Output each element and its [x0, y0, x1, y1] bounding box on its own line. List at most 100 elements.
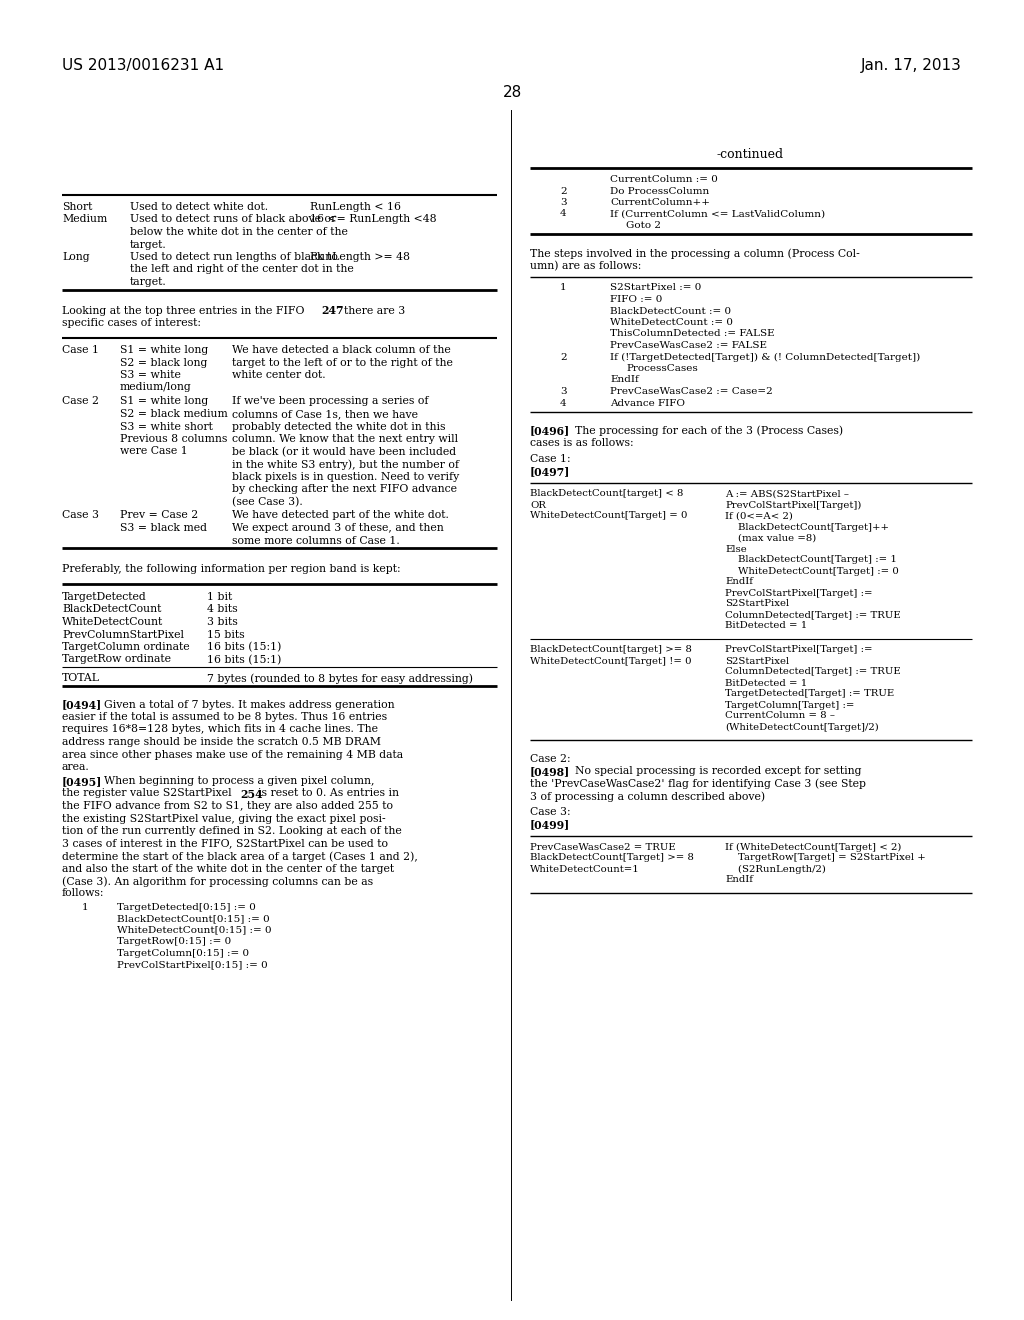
Text: Used to detect run lengths of black to: Used to detect run lengths of black to [130, 252, 338, 261]
Text: CurrentColumn = 8 –: CurrentColumn = 8 – [725, 711, 835, 721]
Text: 1: 1 [82, 903, 89, 912]
Text: -continued: -continued [717, 148, 783, 161]
Text: TargetRow[Target] = S2StartPixel +: TargetRow[Target] = S2StartPixel + [725, 854, 926, 862]
Text: BitDetected = 1: BitDetected = 1 [725, 678, 807, 688]
Text: S3 = white: S3 = white [120, 370, 181, 380]
Text: S1 = white long: S1 = white long [120, 396, 208, 407]
Text: below the white dot in the center of the: below the white dot in the center of the [130, 227, 348, 238]
Text: BlackDetectCount[Target] >= 8: BlackDetectCount[Target] >= 8 [530, 854, 694, 862]
Text: white center dot.: white center dot. [232, 370, 326, 380]
Text: Looking at the top three entries in the FIFO: Looking at the top three entries in the … [62, 305, 304, 315]
Text: TargetRow ordinate: TargetRow ordinate [62, 655, 171, 664]
Text: area since other phases make use of the remaining 4 MB data: area since other phases make use of the … [62, 750, 403, 759]
Text: 3: 3 [560, 387, 566, 396]
Text: cases is as follows:: cases is as follows: [530, 438, 634, 447]
Text: FIFO := 0: FIFO := 0 [610, 294, 663, 304]
Text: BlackDetectCount[0:15] := 0: BlackDetectCount[0:15] := 0 [117, 913, 269, 923]
Text: ProcessCases: ProcessCases [626, 364, 697, 374]
Text: PrevColStartPixel[Target] :=: PrevColStartPixel[Target] := [725, 589, 872, 598]
Text: specific cases of interest:: specific cases of interest: [62, 318, 201, 327]
Text: S2 = black medium: S2 = black medium [120, 409, 227, 418]
Text: We expect around 3 of these, and then: We expect around 3 of these, and then [232, 523, 443, 533]
Text: medium/long: medium/long [120, 383, 191, 392]
Text: S2StartPixel := 0: S2StartPixel := 0 [610, 284, 701, 293]
Text: probably detected the white dot in this: probably detected the white dot in this [232, 421, 445, 432]
Text: Long: Long [62, 252, 90, 261]
Text: Case 3: Case 3 [62, 511, 99, 520]
Text: follows:: follows: [62, 888, 104, 899]
Text: were Case 1: were Case 1 [120, 446, 187, 457]
Text: (S2RunLength/2): (S2RunLength/2) [725, 865, 826, 874]
Text: Jan. 17, 2013: Jan. 17, 2013 [861, 58, 962, 73]
Text: [0497]: [0497] [530, 466, 570, 478]
Text: PrevColStartPixel[Target] :=: PrevColStartPixel[Target] := [725, 645, 872, 655]
Text: [0496]: [0496] [530, 425, 570, 437]
Text: area.: area. [62, 762, 90, 772]
Text: 16 bits (15:1): 16 bits (15:1) [207, 655, 282, 665]
Text: WhiteDetectCount[Target] != 0: WhiteDetectCount[Target] != 0 [530, 656, 691, 665]
Text: If (WhiteDetectCount[Target] < 2): If (WhiteDetectCount[Target] < 2) [725, 842, 901, 851]
Text: BlackDetectCount[target] < 8: BlackDetectCount[target] < 8 [530, 490, 683, 499]
Text: the register value S2StartPixel: the register value S2StartPixel [62, 788, 231, 799]
Text: 7 bytes (rounded to 8 bytes for easy addressing): 7 bytes (rounded to 8 bytes for easy add… [207, 673, 473, 684]
Text: target.: target. [130, 277, 167, 286]
Text: 3 bits: 3 bits [207, 616, 238, 627]
Text: PrevColStartPixel[Target]): PrevColStartPixel[Target]) [725, 500, 861, 510]
Text: Used to detect white dot.: Used to detect white dot. [130, 202, 268, 213]
Text: S1 = white long: S1 = white long [120, 345, 208, 355]
Text: the left and right of the center dot in the: the left and right of the center dot in … [130, 264, 353, 275]
Text: by checking after the next FIFO advance: by checking after the next FIFO advance [232, 484, 457, 494]
Text: TargetDetected: TargetDetected [62, 591, 146, 602]
Text: If we've been processing a series of: If we've been processing a series of [232, 396, 428, 407]
Text: We have detected a black column of the: We have detected a black column of the [232, 345, 451, 355]
Text: S2 = black long: S2 = black long [120, 358, 208, 367]
Text: PrevCaseWasCase2 = TRUE: PrevCaseWasCase2 = TRUE [530, 842, 676, 851]
Text: Case 1: Case 1 [62, 345, 99, 355]
Text: Preferably, the following information per region band is kept:: Preferably, the following information pe… [62, 564, 400, 574]
Text: PrevColStartPixel[0:15] := 0: PrevColStartPixel[0:15] := 0 [117, 960, 267, 969]
Text: determine the start of the black area of a target (Cases 1 and 2),: determine the start of the black area of… [62, 851, 418, 862]
Text: Used to detect runs of black above or: Used to detect runs of black above or [130, 214, 336, 224]
Text: 3 cases of interest in the FIFO, S2StartPixel can be used to: 3 cases of interest in the FIFO, S2Start… [62, 838, 388, 849]
Text: Case 3:: Case 3: [530, 807, 570, 817]
Text: WhiteDetectCount := 0: WhiteDetectCount := 0 [610, 318, 733, 327]
Text: Prev = Case 2: Prev = Case 2 [120, 511, 199, 520]
Text: ColumnDetected[Target] := TRUE: ColumnDetected[Target] := TRUE [725, 610, 901, 619]
Text: 2: 2 [560, 186, 566, 195]
Text: column. We know that the next entry will: column. We know that the next entry will [232, 434, 458, 444]
Text: there are 3: there are 3 [344, 305, 406, 315]
Text: be black (or it would have been included: be black (or it would have been included [232, 446, 456, 457]
Text: TargetColumn[0:15] := 0: TargetColumn[0:15] := 0 [117, 949, 249, 957]
Text: Advance FIFO: Advance FIFO [610, 399, 685, 408]
Text: ThisColumnDetected := FALSE: ThisColumnDetected := FALSE [610, 330, 774, 338]
Text: 3: 3 [560, 198, 566, 207]
Text: Medium: Medium [62, 214, 108, 224]
Text: requires 16*8=128 bytes, which fits in 4 cache lines. The: requires 16*8=128 bytes, which fits in 4… [62, 725, 378, 734]
Text: some more columns of Case 1.: some more columns of Case 1. [232, 536, 399, 545]
Text: easier if the total is assumed to be 8 bytes. Thus 16 entries: easier if the total is assumed to be 8 b… [62, 711, 387, 722]
Text: black pixels is in question. Need to verify: black pixels is in question. Need to ver… [232, 471, 459, 482]
Text: and also the start of the white dot in the center of the target: and also the start of the white dot in t… [62, 863, 394, 874]
Text: Else: Else [725, 544, 746, 553]
Text: 1: 1 [560, 284, 566, 293]
Text: the FIFO advance from S2 to S1, they are also added 255 to: the FIFO advance from S2 to S1, they are… [62, 801, 393, 810]
Text: BlackDetectCount[target] >= 8: BlackDetectCount[target] >= 8 [530, 645, 692, 655]
Text: 254: 254 [240, 788, 262, 800]
Text: Case 1:: Case 1: [530, 454, 570, 465]
Text: BlackDetectCount[Target]++: BlackDetectCount[Target]++ [725, 523, 889, 532]
Text: When beginning to process a given pixel column,: When beginning to process a given pixel … [104, 776, 375, 785]
Text: If (!TargetDetected[Target]) & (! ColumnDetected[Target]): If (!TargetDetected[Target]) & (! Column… [610, 352, 921, 362]
Text: EndIf: EndIf [725, 875, 753, 884]
Text: address range should be inside the scratch 0.5 MB DRAM: address range should be inside the scrat… [62, 737, 381, 747]
Text: TargetDetected[0:15] := 0: TargetDetected[0:15] := 0 [117, 903, 256, 912]
Text: (see Case 3).: (see Case 3). [232, 496, 303, 507]
Text: 2: 2 [560, 352, 566, 362]
Text: BlackDetectCount: BlackDetectCount [62, 605, 162, 615]
Text: ColumnDetected[Target] := TRUE: ColumnDetected[Target] := TRUE [725, 668, 901, 676]
Text: 3 of processing a column described above): 3 of processing a column described above… [530, 791, 765, 801]
Text: TargetRow[0:15] := 0: TargetRow[0:15] := 0 [117, 937, 231, 946]
Text: RunLength >= 48: RunLength >= 48 [310, 252, 410, 261]
Text: US 2013/0016231 A1: US 2013/0016231 A1 [62, 58, 224, 73]
Text: tion of the run currently defined in S2. Looking at each of the: tion of the run currently defined in S2.… [62, 826, 401, 836]
Text: columns of Case 1s, then we have: columns of Case 1s, then we have [232, 409, 418, 418]
